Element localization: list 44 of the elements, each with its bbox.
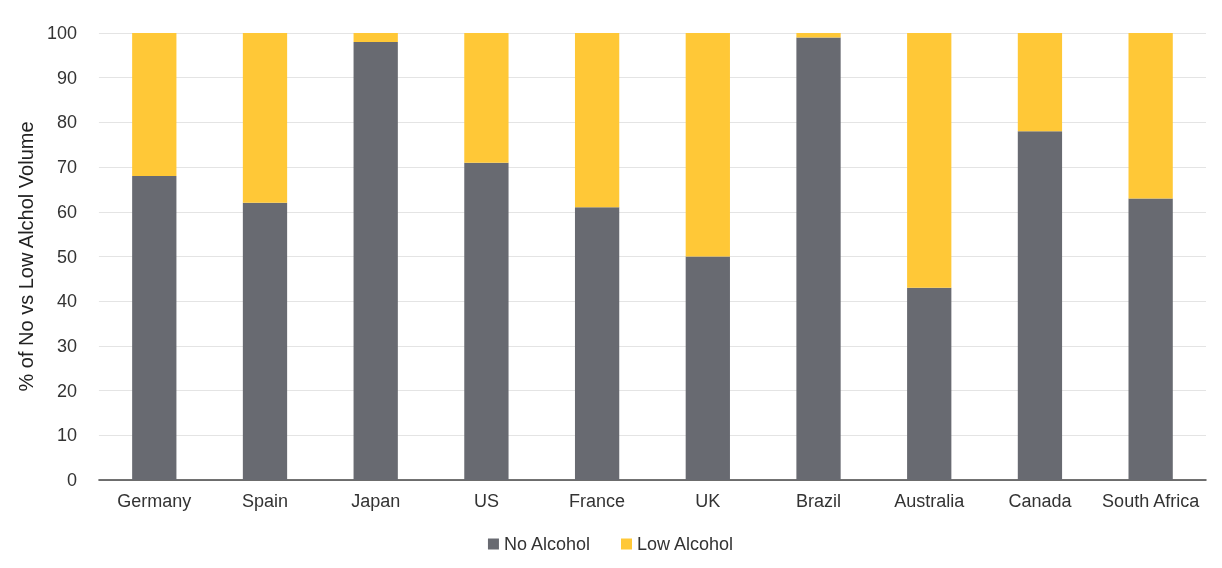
y-tick-label: 60 [56,201,77,222]
bar [574,33,620,208]
bar [796,33,841,38]
legend-label: Low Alcohol [636,534,734,554]
legend-label: No Alcohol [503,534,591,554]
bar [1128,33,1173,199]
y-tick-label: 0 [66,470,77,490]
y-tick-label: 30 [56,335,77,356]
bar [685,256,730,480]
x-tick-label: UK [695,491,721,511]
bar [1017,33,1063,132]
bar [464,162,509,480]
bar [907,287,952,480]
bar [353,41,398,480]
bar [242,202,288,480]
y-tick-label: 90 [56,67,77,88]
bar [464,33,509,163]
y-tick-label: 40 [56,291,77,312]
x-tick-label: Canada [1008,491,1073,511]
bar [574,207,620,480]
x-tick-label: Australia [894,491,966,511]
y-tick-label: 70 [56,157,77,178]
x-tick-label: South Africa [1102,491,1201,511]
bar [1017,131,1063,480]
bar [353,33,398,42]
bar [685,33,730,257]
bar [907,33,952,288]
y-tick-label: 10 [56,425,77,446]
bar [132,176,177,480]
y-tick-label: 20 [56,380,77,401]
y-tick-label: 80 [56,112,77,133]
y-tick-label: 100 [46,23,77,43]
x-tick-label: Brazil [796,491,842,511]
x-tick-label: Spain [241,491,289,511]
bar [796,37,841,480]
y-axis-title: % of No vs Low Alchol Volume [15,121,37,392]
bar [242,33,288,203]
bar [132,33,177,177]
x-tick-label: Germany [117,491,192,511]
bar [1128,198,1173,480]
x-tick-label: France [569,491,626,511]
x-tick-label: US [473,491,499,511]
y-tick-label: 50 [56,246,77,267]
x-tick-label: Japan [351,491,401,511]
